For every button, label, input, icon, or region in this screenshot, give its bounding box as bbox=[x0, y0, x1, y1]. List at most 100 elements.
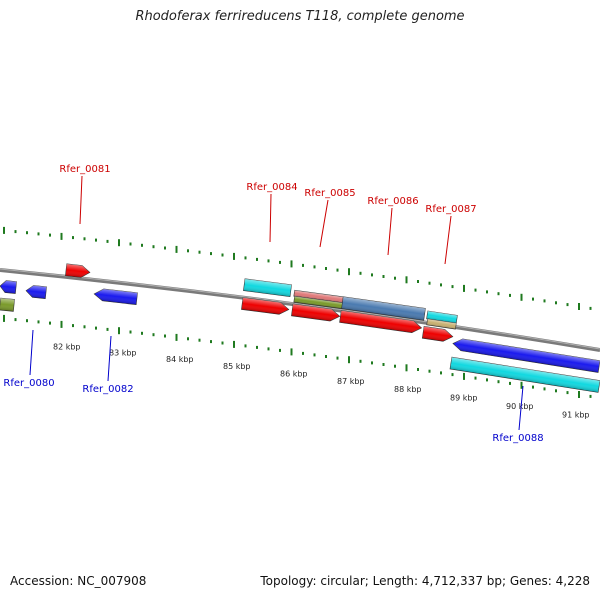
feature-rfer-0080[interactable] bbox=[25, 285, 47, 300]
svg-text:Rfer_0082: Rfer_0082 bbox=[82, 384, 133, 395]
minor-tick bbox=[279, 260, 281, 264]
feature-rfer-0081[interactable] bbox=[65, 263, 91, 279]
major-tick bbox=[233, 252, 235, 260]
minor-tick bbox=[486, 378, 488, 382]
gene-label-rfer-0085[interactable]: Rfer_0085 bbox=[304, 188, 356, 248]
minor-tick bbox=[49, 233, 51, 237]
minor-tick bbox=[532, 385, 534, 389]
minor-tick bbox=[532, 297, 534, 301]
major-tick bbox=[520, 381, 523, 389]
feature-track bbox=[0, 263, 600, 393]
minor-tick bbox=[267, 259, 270, 263]
gene-label-rfer-0080[interactable]: Rfer_0080 bbox=[3, 329, 55, 389]
minor-tick bbox=[543, 387, 546, 391]
gene-label-rfer-0086[interactable]: Rfer_0086 bbox=[367, 196, 419, 256]
feature-rfer-0085[interactable] bbox=[291, 303, 341, 322]
minor-tick bbox=[497, 292, 500, 296]
minor-tick bbox=[382, 363, 385, 366]
minor-tick bbox=[83, 325, 86, 329]
minor-tick bbox=[37, 232, 40, 236]
minor-tick bbox=[566, 391, 569, 395]
major-tick bbox=[118, 239, 120, 247]
minor-tick bbox=[497, 380, 500, 384]
minor-tick bbox=[509, 381, 511, 385]
major-tick bbox=[233, 340, 235, 348]
minor-tick bbox=[141, 243, 143, 247]
major-tick bbox=[175, 333, 178, 341]
minor-tick bbox=[451, 373, 454, 377]
minor-tick bbox=[566, 303, 569, 307]
minor-tick bbox=[336, 356, 339, 360]
scale-label: 91 kbp bbox=[562, 411, 590, 420]
major-tick bbox=[463, 372, 465, 380]
feature-rfer-0079[interactable] bbox=[0, 280, 17, 294]
lower-tick-row bbox=[3, 314, 592, 398]
gene-label-rfer-0087[interactable]: Rfer_0087 bbox=[425, 204, 477, 265]
minor-tick bbox=[371, 361, 373, 365]
minor-tick bbox=[129, 242, 132, 246]
minor-tick bbox=[451, 285, 454, 289]
minor-tick bbox=[198, 338, 201, 342]
minor-tick bbox=[244, 256, 247, 260]
minor-tick bbox=[382, 275, 385, 278]
major-tick bbox=[175, 245, 178, 253]
feature-rfer-0087[interactable] bbox=[421, 326, 454, 342]
accession-text: Accession: NC_007908 bbox=[10, 574, 147, 588]
feature-rfer-0084-rna[interactable] bbox=[243, 278, 292, 298]
major-tick bbox=[578, 303, 580, 310]
minor-tick bbox=[164, 246, 166, 250]
upper-tick-row bbox=[3, 226, 592, 310]
minor-tick bbox=[543, 299, 546, 303]
major-tick bbox=[290, 260, 293, 268]
minor-tick bbox=[302, 351, 304, 355]
map-title: Rhodoferax ferrireducens T118, complete … bbox=[135, 9, 465, 24]
feature-rfer-0082[interactable] bbox=[93, 288, 138, 306]
minor-tick bbox=[244, 344, 247, 348]
minor-tick bbox=[198, 250, 201, 254]
minor-tick bbox=[428, 281, 431, 285]
svg-text:Rfer_0085: Rfer_0085 bbox=[304, 188, 355, 199]
major-tick bbox=[405, 276, 408, 284]
feature-rfer-0086-track[interactable] bbox=[341, 296, 426, 321]
svg-text:Rfer_0080: Rfer_0080 bbox=[3, 378, 54, 389]
gene-label-rfer-0081[interactable]: Rfer_0081 bbox=[59, 164, 111, 225]
feature-rfer-0084[interactable] bbox=[241, 297, 290, 316]
gene-label-rfer-0082[interactable]: Rfer_0082 bbox=[82, 335, 134, 395]
minor-tick bbox=[589, 394, 592, 398]
minor-tick bbox=[164, 334, 166, 338]
gene-label-rfer-0088[interactable]: Rfer_0088 bbox=[492, 385, 544, 444]
scale-label: 90 kbp bbox=[506, 402, 534, 411]
minor-tick bbox=[555, 301, 557, 305]
minor-tick bbox=[313, 265, 316, 269]
minor-tick bbox=[221, 341, 224, 345]
minor-tick bbox=[440, 371, 442, 375]
scale-label: 89 kbp bbox=[450, 393, 478, 402]
feature-rfer-0087-b[interactable] bbox=[426, 318, 457, 330]
minor-tick bbox=[72, 324, 74, 328]
minor-tick bbox=[129, 330, 132, 334]
minor-tick bbox=[106, 239, 109, 243]
minor-tick bbox=[440, 283, 442, 287]
genome-summary-text: Topology: circular; Length: 4,712,337 bp… bbox=[260, 574, 590, 588]
minor-tick bbox=[95, 238, 97, 242]
svg-text:Rfer_0081: Rfer_0081 bbox=[59, 164, 110, 175]
minor-tick bbox=[221, 253, 224, 257]
minor-tick bbox=[26, 231, 28, 235]
major-tick bbox=[60, 320, 63, 328]
gene-labels: Rfer_0081 Rfer_0084 Rfer_0085 Rfer_0086 Rfer… bbox=[3, 164, 543, 444]
major-tick bbox=[118, 327, 120, 335]
minor-tick bbox=[72, 236, 74, 240]
minor-tick bbox=[141, 331, 143, 335]
gene-label-rfer-0084[interactable]: Rfer_0084 bbox=[246, 182, 298, 243]
feature-rfer-0086[interactable] bbox=[339, 310, 423, 333]
feature-rfer-0088[interactable] bbox=[452, 337, 600, 373]
major-tick bbox=[348, 356, 350, 364]
scale-label: 87 kbp bbox=[337, 377, 365, 386]
minor-tick bbox=[14, 318, 17, 322]
feature-rfer-0079-b[interactable] bbox=[0, 297, 15, 312]
minor-tick bbox=[336, 268, 339, 272]
feature-rfer-0088-rna[interactable] bbox=[449, 356, 600, 393]
major-tick bbox=[3, 226, 5, 234]
minor-tick bbox=[325, 355, 327, 358]
